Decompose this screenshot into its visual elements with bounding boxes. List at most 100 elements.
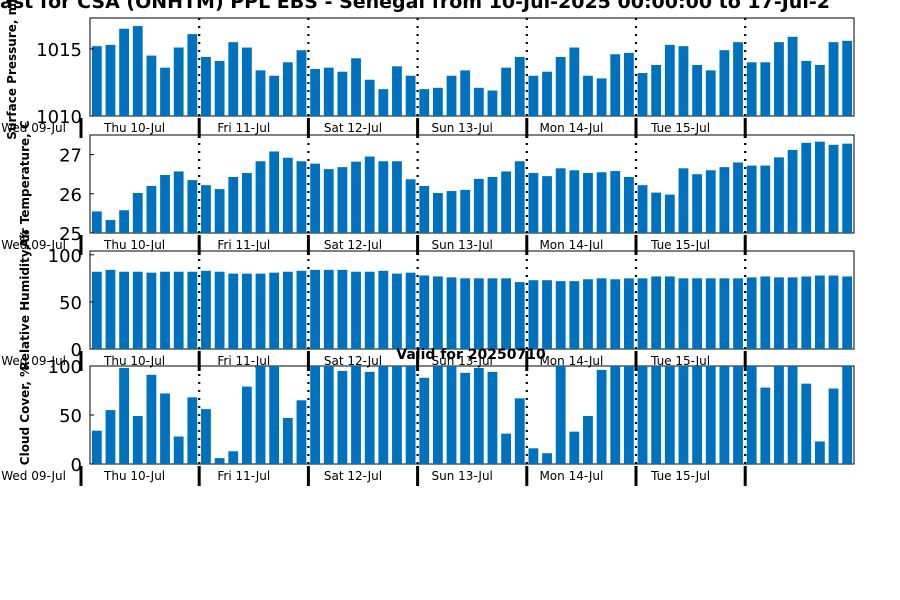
data-bar: [569, 281, 580, 349]
data-bar: [760, 165, 771, 233]
data-bar: [119, 210, 130, 233]
data-bar: [842, 143, 853, 233]
y-tick-label: 100: [48, 246, 82, 267]
data-bar: [255, 161, 266, 233]
data-bar: [446, 277, 457, 349]
data-bar: [105, 220, 116, 233]
data-bar: [528, 280, 539, 349]
data-bar: [692, 278, 703, 349]
data-bar: [405, 272, 416, 349]
y-tick-label: 25: [59, 224, 82, 245]
data-bar: [255, 366, 266, 464]
data-bar: [337, 71, 348, 116]
date-label: Tue 15-Jul: [650, 469, 710, 483]
data-bar: [814, 64, 825, 116]
data-bar: [787, 36, 798, 116]
data-bar: [842, 40, 853, 116]
data-bar: [392, 366, 402, 464]
y-tick-label: 0: [71, 455, 82, 476]
data-bar: [337, 370, 348, 464]
data-bar: [269, 366, 280, 464]
data-bar: [269, 151, 280, 233]
data-bar: [201, 56, 211, 116]
data-bar: [719, 167, 730, 233]
data-bar: [296, 400, 307, 464]
data-bar: [719, 50, 730, 116]
data-bar: [228, 451, 239, 464]
data-bar: [351, 271, 361, 349]
data-bar: [583, 415, 593, 464]
data-bar: [555, 366, 566, 464]
data-bar: [91, 211, 102, 233]
data-bar: [746, 62, 757, 116]
data-bar: [678, 366, 689, 464]
data-bar: [528, 448, 539, 464]
data-bar: [378, 161, 389, 233]
data-bar: [760, 62, 771, 116]
data-bar: [296, 270, 307, 349]
data-bar: [487, 278, 498, 349]
data-bar: [719, 366, 730, 464]
data-bar: [569, 431, 580, 464]
data-bar: [432, 366, 443, 464]
date-label: Wed 09-Jul: [1, 354, 66, 368]
data-bar: [255, 70, 266, 116]
data-bar: [91, 271, 102, 349]
data-bar: [351, 366, 361, 464]
data-bar: [555, 168, 566, 233]
data-bar: [392, 161, 402, 233]
data-bar: [432, 276, 443, 349]
data-bar: [583, 75, 593, 116]
y-tick-label: 27: [59, 146, 82, 167]
data-bar: [596, 78, 607, 116]
data-bar: [828, 144, 839, 233]
y-tick-label: 100: [48, 357, 82, 378]
data-bar: [351, 58, 361, 116]
data-bar: [501, 67, 512, 116]
data-bar: [91, 430, 102, 464]
data-bar: [623, 366, 634, 464]
data-bar: [364, 371, 375, 464]
y-axis-label: Relative Humidity, %: [18, 230, 32, 371]
y-axis-label: Cloud Cover, %: [18, 365, 32, 465]
data-bar: [733, 42, 743, 116]
data-bar: [651, 366, 662, 464]
plot-frame: [89, 17, 855, 117]
data-bar: [201, 409, 211, 464]
data-bar: [214, 60, 225, 116]
data-bar: [228, 273, 239, 349]
data-bar: [842, 276, 853, 349]
data-bar: [160, 67, 170, 116]
data-bar: [105, 269, 116, 349]
data-bar: [405, 179, 416, 233]
data-bar: [419, 185, 430, 233]
plot-frame: [89, 250, 855, 350]
data-bar: [460, 278, 471, 349]
y-tick-label: 1010: [36, 107, 82, 128]
data-bar: [760, 276, 771, 349]
data-bar: [405, 75, 416, 116]
data-bar: [774, 277, 784, 349]
data-bar: [583, 279, 593, 349]
data-bar: [774, 366, 784, 464]
data-bar: [255, 273, 266, 349]
date-label: Sat 12-Jul: [324, 354, 382, 368]
data-bar: [364, 79, 375, 116]
data-bar: [542, 71, 552, 116]
data-bar: [241, 173, 252, 233]
data-bar: [746, 277, 757, 349]
date-label: Mon 14-Jul: [539, 121, 603, 135]
data-bar: [787, 149, 798, 233]
data-bar: [814, 141, 825, 233]
data-bar: [337, 167, 348, 233]
data-bar: [801, 383, 812, 464]
data-bar: [637, 185, 648, 233]
data-bar: [542, 453, 552, 464]
data-bar: [473, 87, 484, 116]
data-bar: [241, 386, 252, 464]
data-bar: [269, 272, 280, 349]
data-bar: [269, 75, 280, 116]
data-bar: [828, 275, 839, 349]
plot-frame: [89, 134, 855, 234]
